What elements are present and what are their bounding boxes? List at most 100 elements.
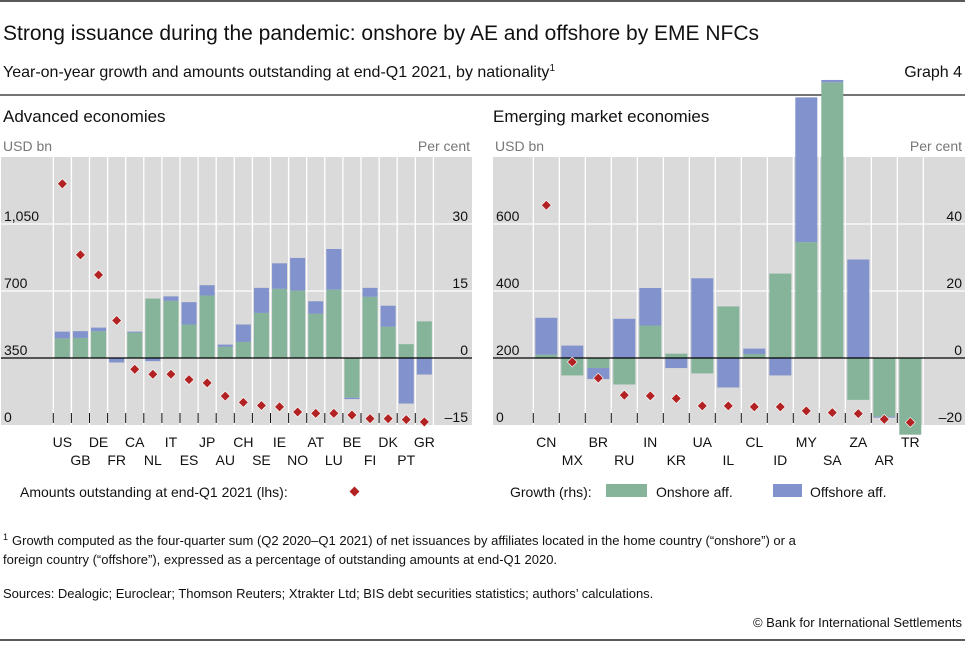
onshore-bar — [769, 273, 792, 358]
category-label: JP — [199, 434, 215, 450]
footnote-marker: 1 — [3, 532, 8, 542]
amount-outstanding-marker — [75, 249, 86, 261]
onshore-bar — [163, 300, 179, 358]
category-label: IL — [722, 452, 734, 468]
category-label: KR — [667, 452, 686, 468]
onshore-bar — [665, 353, 688, 358]
offshore-bar — [199, 285, 215, 296]
offshore-bar — [127, 331, 143, 333]
category-label: ID — [773, 452, 787, 468]
right-axis-tick-label: 40 — [946, 208, 962, 224]
category-label: CH — [233, 434, 253, 450]
amount-outstanding-marker — [696, 400, 708, 412]
copyright: © Bank for International Settlements — [753, 615, 963, 630]
subtitle-text: Year-on-year growth and amounts outstand… — [3, 64, 549, 81]
offshore-bar — [308, 301, 324, 314]
onshore-bar — [362, 296, 378, 358]
offshore-bar — [145, 358, 161, 362]
footnote-line-1: 1 Growth computed as the four-quarter sum… — [3, 532, 797, 548]
amount-outstanding-marker — [346, 409, 358, 421]
offshore-bar — [344, 397, 360, 400]
offshore-bar — [769, 358, 792, 376]
category-label: ES — [180, 452, 199, 468]
category-label: RU — [614, 452, 634, 468]
panel-title-emerging: Emerging market economies — [493, 107, 709, 126]
amount-outstanding-marker — [256, 400, 267, 411]
amount-outstanding-marker — [165, 368, 177, 380]
legend-offshore-swatch — [773, 484, 802, 497]
offshore-bar — [326, 249, 342, 290]
right-axis-unit-emerging: Per cent — [910, 138, 962, 154]
category-label: AU — [216, 452, 235, 468]
onshore-bar — [535, 354, 558, 358]
left-axis-tick-label: 1,050 — [4, 208, 39, 224]
right-axis-unit-advanced: Per cent — [418, 138, 470, 154]
category-label: CL — [745, 434, 763, 450]
offshore-bar — [691, 278, 714, 358]
offshore-bar — [72, 331, 88, 338]
onshore-bar — [54, 338, 70, 358]
advanced-economies-chart: 0 350 700 1,050 –15 0 15 30 US GB DE FR CA NLITESJPAU… — [1, 157, 472, 468]
onshore-bar — [326, 289, 342, 358]
amount-outstanding-marker — [56, 178, 68, 190]
category-label: UA — [693, 434, 713, 450]
amount-outstanding-marker — [670, 393, 682, 404]
onshore-bar — [181, 324, 197, 358]
offshore-bar — [380, 305, 396, 327]
amount-outstanding-marker — [748, 401, 760, 413]
onshore-bar — [199, 295, 215, 358]
category-label: IE — [273, 434, 286, 450]
category-label: AR — [875, 452, 894, 468]
offshore-bar — [163, 296, 179, 301]
offshore-bar — [253, 287, 269, 313]
amount-outstanding-marker — [382, 413, 394, 425]
amount-outstanding-marker — [310, 407, 322, 419]
right-axis-tick-label: 0 — [954, 342, 962, 358]
category-label: LU — [325, 452, 343, 468]
left-axis-tick-label: 0 — [4, 409, 12, 425]
footnote-text-1: Growth computed as the four-quarter sum … — [12, 533, 797, 548]
category-label: IN — [643, 434, 657, 450]
category-label: TR — [901, 434, 920, 450]
amount-outstanding-marker — [852, 408, 864, 419]
offshore-bar — [217, 344, 233, 347]
amount-outstanding-marker — [219, 390, 231, 402]
right-axis-tick-label: 30 — [452, 208, 468, 224]
category-label: MX — [562, 452, 584, 468]
footnote-line-2: foreign country (“offshore”), expressed … — [3, 552, 557, 567]
amount-outstanding-marker — [904, 416, 916, 428]
category-label: ZA — [849, 434, 868, 450]
amount-outstanding-marker — [592, 372, 604, 384]
offshore-bar — [91, 327, 107, 332]
category-label: IT — [165, 434, 178, 450]
offshore-bar — [398, 358, 414, 404]
onshore-bar — [72, 337, 88, 358]
onshore-bar — [613, 358, 636, 385]
offshore-bar — [795, 97, 818, 243]
amount-outstanding-marker — [540, 199, 552, 211]
category-label: GB — [70, 452, 90, 468]
category-label: MY — [796, 434, 818, 450]
amount-outstanding-marker — [292, 406, 304, 418]
onshore-bar — [691, 358, 714, 374]
category-label: GR — [414, 434, 435, 450]
onshore-bar — [308, 313, 324, 358]
left-axis-tick-label: 350 — [4, 342, 28, 358]
category-label: BE — [343, 434, 362, 450]
category-label: DE — [89, 434, 108, 450]
offshore-bar — [181, 302, 197, 325]
legend-growth-label: Growth (rhs): — [510, 484, 592, 500]
onshore-bar — [717, 306, 740, 358]
onshore-bar — [743, 353, 766, 358]
right-axis-tick-label: –15 — [445, 409, 469, 425]
onshore-bar — [639, 325, 662, 358]
amount-outstanding-marker — [328, 407, 340, 419]
category-label: US — [53, 434, 72, 450]
onshore-bar — [145, 298, 161, 358]
sources: Sources: Dealogic; Euroclear; Thomson Re… — [3, 586, 653, 601]
amount-outstanding-marker — [111, 315, 123, 326]
offshore-bar — [235, 324, 251, 342]
category-label: SA — [823, 452, 842, 468]
legend-amounts-label: Amounts outstanding at end-Q1 2021 (lhs)… — [20, 484, 288, 500]
